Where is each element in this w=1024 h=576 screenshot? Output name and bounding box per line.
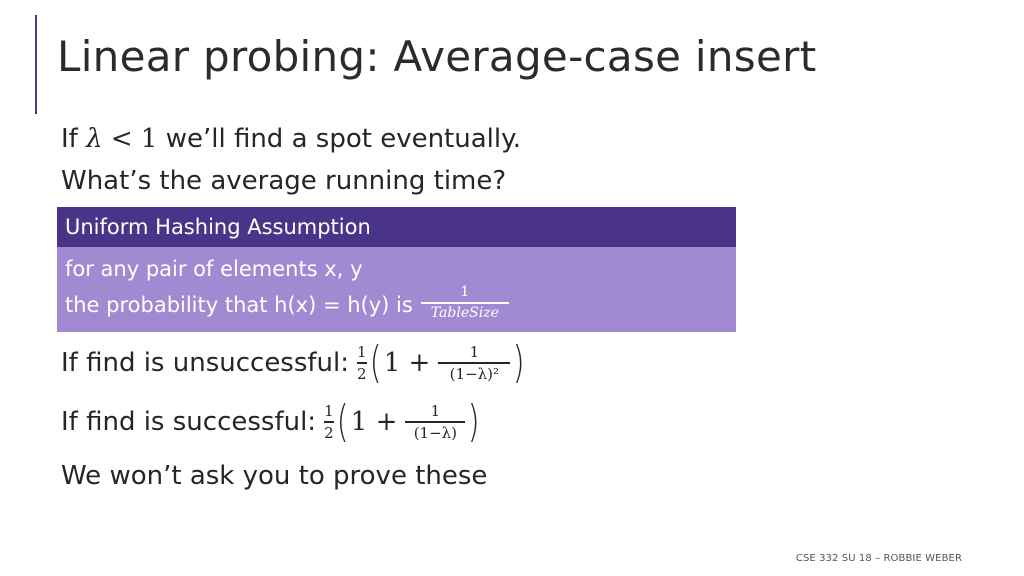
lambda-inequality: λ < 1 [86,124,157,154]
probability-numerator: 1 [460,283,470,300]
successful-label: If find is successful: [61,407,317,437]
running-time-question: What’s the average running time? [61,166,507,196]
successful-inner-fraction: 1 (1−λ) [405,401,466,442]
left-paren: ( [336,396,349,447]
probability-text: the probability that h(x) = h(y) is [65,293,413,317]
right-paren: ) [467,396,480,447]
closing-note: We won’t ask you to prove these [61,461,488,491]
inner-fraction-bar [438,362,511,364]
uniform-hashing-body: for any pair of elements x, y the probab… [57,247,736,332]
one-plus: 1 + [383,348,431,378]
inner-denominator: (1−λ)² [449,364,500,383]
half-fraction-bar [324,421,334,423]
probability-fraction: 1 TableSize [420,283,509,321]
unsuccessful-find-line: If find is unsuccessful: 1 2 ( 1 + 1 (1−… [61,341,528,385]
right-paren: ) [512,337,525,388]
uniform-hashing-line-2: the probability that h(x) = h(y) is 1 Ta… [65,283,736,323]
half-numerator: 1 [324,401,334,420]
lambda-line-prefix: If [61,124,78,154]
less-than-symbol: < [110,124,133,154]
unsuccessful-inner-fraction: 1 (1−λ)² [438,342,511,383]
uniform-hashing-box: Uniform Hashing Assumption for any pair … [57,207,736,332]
title-accent-bar [35,15,37,114]
left-paren: ( [369,337,382,388]
probability-denominator: TableSize [430,304,499,321]
unsuccessful-label: If find is unsuccessful: [61,348,350,378]
uniform-hashing-line-1: for any pair of elements x, y [65,257,363,281]
inner-numerator: 1 [469,342,480,361]
one-value: 1 [140,124,158,154]
slide-footer: CSE 332 SU 18 – ROBBIE WEBER [795,553,962,564]
uniform-hashing-header: Uniform Hashing Assumption [57,207,736,247]
half-denominator: 2 [357,364,367,383]
lambda-symbol: λ [86,124,103,154]
lambda-line-suffix: we’ll find a spot eventually. [165,124,522,154]
slide-title: Linear probing: Average-case insert [57,32,817,81]
half-denominator: 2 [324,423,334,442]
half-numerator: 1 [357,342,367,361]
half-fraction-bar [357,362,367,364]
successful-find-line: If find is successful: 1 2 ( 1 + 1 (1−λ)… [61,400,483,444]
inner-denominator: (1−λ) [413,423,458,442]
probability-fraction-bar [420,302,509,304]
inner-numerator: 1 [430,401,441,420]
successful-half-fraction: 1 2 [324,403,334,442]
one-plus: 1 + [350,407,398,437]
lambda-line: If λ < 1 we’ll find a spot eventually. [61,124,521,154]
inner-fraction-bar [405,421,466,423]
unsuccessful-half-fraction: 1 2 [357,344,367,383]
